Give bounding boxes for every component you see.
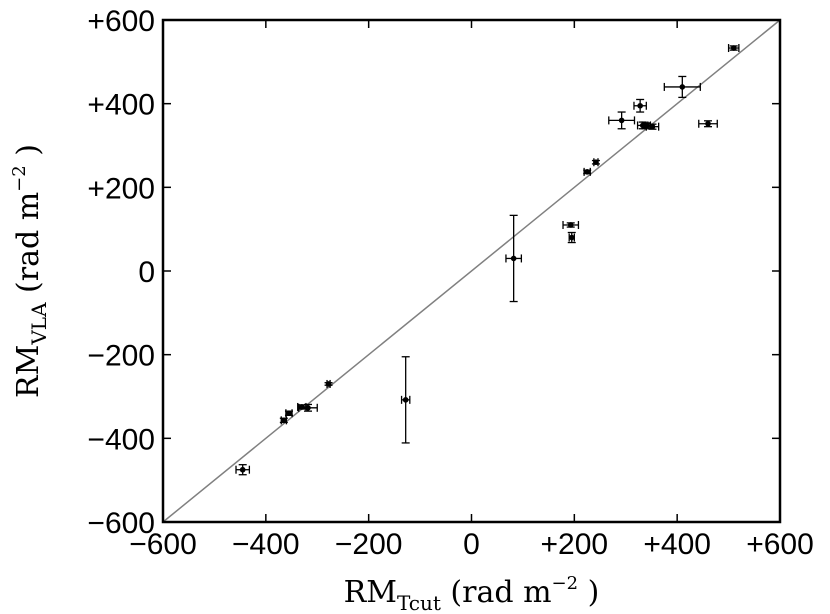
y-tick-label: −200 <box>87 340 155 373</box>
x-tick-label: −600 <box>129 528 197 561</box>
x-tick-label: 0 <box>463 528 480 561</box>
data-point <box>235 464 251 476</box>
data-point <box>698 119 718 128</box>
data-marker <box>637 102 643 109</box>
one-to-one-reference-line <box>162 19 781 523</box>
data-marker <box>305 404 311 411</box>
data-marker <box>281 417 287 424</box>
data-point <box>298 403 318 412</box>
x-tick-label: +400 <box>643 528 711 561</box>
y-tick-label: +600 <box>87 5 155 38</box>
y-tick-label: −400 <box>87 423 155 456</box>
data-point <box>591 158 600 167</box>
y-tick-label: +400 <box>87 89 155 122</box>
y-tick-label: −600 <box>87 507 155 540</box>
data-point <box>324 379 333 388</box>
y-tick-label: 0 <box>138 256 155 289</box>
data-point <box>645 122 660 131</box>
data-marker <box>286 410 292 417</box>
data-point <box>400 356 411 444</box>
data-marker <box>567 222 574 228</box>
data-point <box>284 409 293 418</box>
data-point <box>727 44 740 53</box>
data-marker <box>705 120 711 127</box>
data-marker <box>402 397 409 403</box>
data-marker <box>299 404 305 410</box>
data-marker <box>679 84 686 90</box>
data-point <box>633 98 647 113</box>
data-marker <box>618 117 625 124</box>
data-point <box>663 75 701 99</box>
data-marker <box>649 123 656 130</box>
x-axis-label: RMTcut (rad m−2 ) <box>344 573 600 614</box>
data-marker <box>568 234 575 241</box>
x-tick-label: +600 <box>746 528 814 561</box>
data-point <box>279 416 288 425</box>
data-marker <box>325 381 332 387</box>
data-point <box>608 111 636 130</box>
y-axis-label: RMVLA (rad m−2 ) <box>9 144 51 398</box>
x-tick-label: −400 <box>232 528 300 561</box>
x-tick-label: −200 <box>335 528 403 561</box>
data-point <box>505 214 523 303</box>
data-marker <box>510 255 517 262</box>
data-point <box>562 220 580 229</box>
data-marker <box>730 45 737 51</box>
data-marker <box>584 169 590 175</box>
data-point <box>567 231 576 244</box>
data-marker <box>239 466 246 473</box>
data-marker <box>593 159 599 166</box>
data-point <box>583 167 592 176</box>
y-tick-label: +200 <box>87 172 155 205</box>
x-tick-label: +200 <box>541 528 609 561</box>
